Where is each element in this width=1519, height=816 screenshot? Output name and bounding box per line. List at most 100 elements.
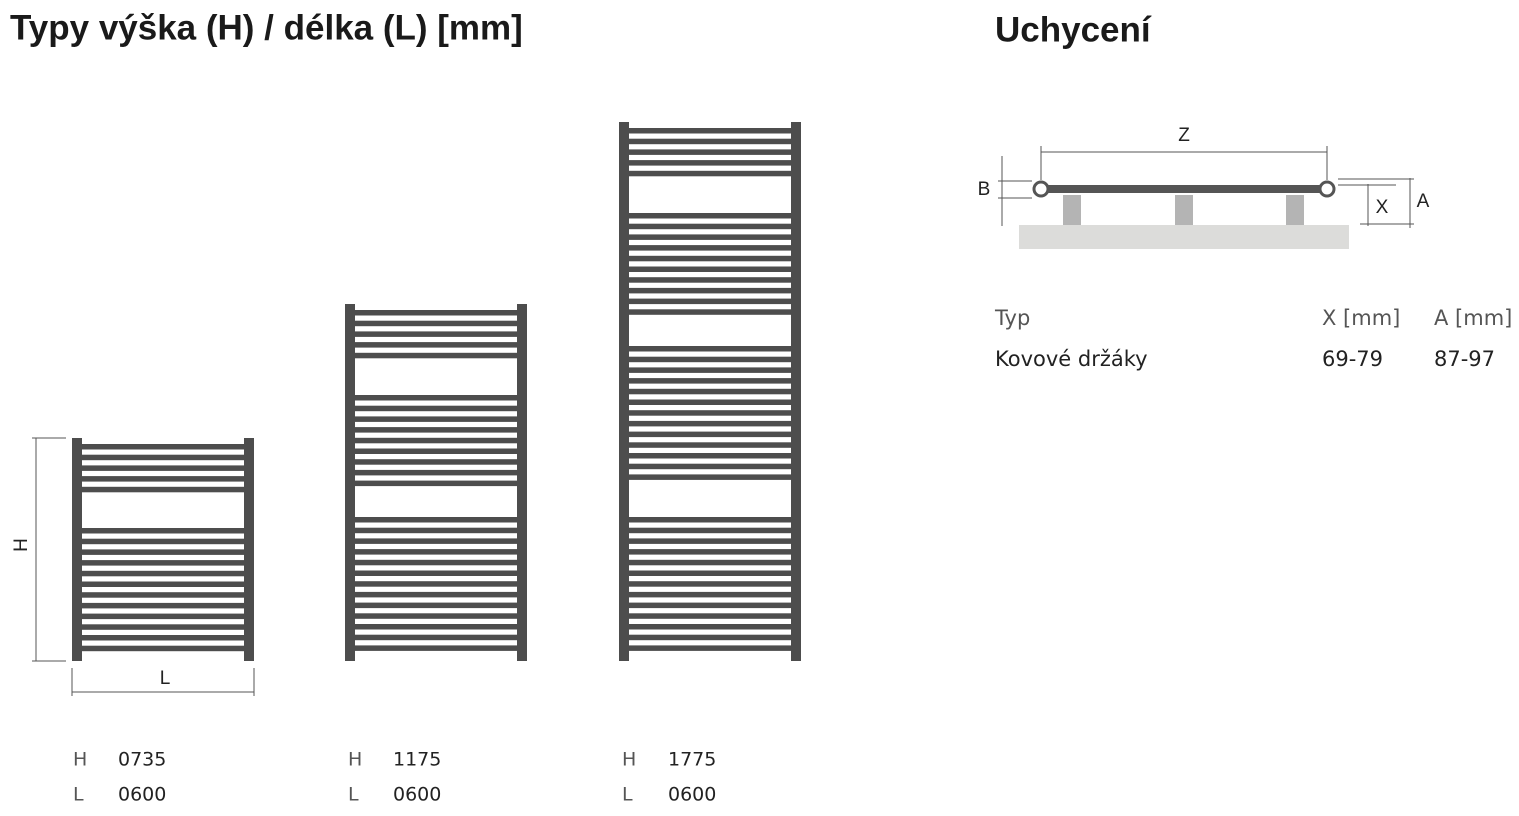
radiator-rail: [355, 320, 517, 327]
radiator-rail: [629, 378, 791, 384]
bracket: [1063, 195, 1081, 225]
type-list: H 0735 L 0600 H 1175 L 0600 H 1775 L 060…: [73, 749, 716, 806]
radiator-rail: [355, 549, 517, 555]
type-value: 0600: [393, 784, 441, 806]
radiator-rail: [82, 635, 244, 641]
radiator-rail: [629, 266, 791, 272]
dimension-label: B: [978, 179, 991, 200]
type-value: 0600: [668, 784, 716, 806]
radiator-rail: [355, 570, 517, 576]
tube: [1032, 180, 1050, 198]
radiator-rail: [82, 624, 244, 630]
radiator-rail: [629, 160, 791, 166]
tube: [1318, 180, 1336, 198]
radiator-rail: [355, 342, 517, 348]
radiator-rail: [82, 528, 244, 534]
radiator-rail: [629, 128, 791, 134]
dimension-label: Z: [1178, 125, 1190, 146]
bracket: [1175, 195, 1193, 225]
radiator-rail: [82, 645, 244, 652]
radiator-rail: [629, 591, 791, 598]
radiator-rail: [355, 310, 517, 316]
radiator-rail: [629, 277, 791, 283]
table-header: A [mm]: [1434, 306, 1512, 330]
radiator-post: [345, 304, 355, 661]
radiator-rail: [82, 465, 244, 471]
radiator-rail: [82, 581, 244, 587]
type-value: 1175: [393, 749, 441, 771]
radiator-rail: [355, 538, 517, 544]
radiator-rail: [629, 287, 791, 294]
radiator-rail: [629, 613, 791, 619]
radiator-rail: [629, 356, 791, 363]
radiator-rail: [629, 367, 791, 373]
dimension-label: X: [1376, 197, 1389, 218]
type-label: L: [348, 784, 359, 806]
table-cell: 69-79: [1322, 347, 1383, 371]
radiator-rail: [629, 410, 791, 416]
radiator-rail: [355, 459, 517, 465]
table-cell: Kovové držáky: [995, 347, 1148, 371]
radiator-post: [619, 122, 629, 661]
radiator-rail: [355, 331, 517, 337]
radiator-rail: [629, 645, 791, 651]
title: Uchycení: [995, 10, 1152, 49]
radiator-rail: [355, 645, 517, 651]
radiator-rail: [629, 388, 791, 395]
radiator-post: [791, 122, 801, 661]
wall: [1019, 225, 1349, 249]
radiator-rail: [355, 395, 517, 401]
type-label: L: [622, 784, 633, 806]
rail: [1041, 185, 1327, 193]
type-label: H: [622, 749, 636, 771]
bracket: [1286, 195, 1304, 225]
radiator-rail: [629, 453, 791, 459]
table-header: Typ: [994, 306, 1030, 330]
radiator-rail: [355, 613, 517, 619]
radiator-rail: [629, 474, 791, 480]
mount-table: Typ X [mm] A [mm] Kovové držáky 69-79 87…: [994, 306, 1512, 371]
radiator-rail: [355, 559, 517, 566]
type-label: H: [348, 749, 362, 771]
radiator-rail: [355, 517, 517, 523]
table-cell: 87-97: [1434, 347, 1495, 371]
radiator-rail: [82, 486, 244, 493]
title: Typy výška (H) / délka (L) [mm]: [10, 8, 523, 47]
radiator-rail: [629, 602, 791, 609]
radiator-rail: [629, 431, 791, 438]
radiator-rail: [355, 469, 517, 476]
radiator-rail: [355, 581, 517, 587]
type-label: L: [73, 784, 84, 806]
radiator-post: [244, 438, 254, 661]
radiator-rail: [629, 399, 791, 405]
radiator-rail: [629, 581, 791, 587]
radiator-rail: [629, 170, 791, 177]
radiator-rail: [629, 138, 791, 145]
radiator-rail: [629, 223, 791, 230]
dimension-label: H: [11, 538, 32, 552]
radiator-rail: [355, 591, 517, 598]
radiator-rail: [629, 245, 791, 251]
radiator-rail: [82, 592, 244, 598]
radiator-rail: [82, 570, 244, 577]
radiator-rail: [629, 538, 791, 544]
radiator-rail: [355, 527, 517, 534]
radiator-rail: [629, 463, 791, 470]
radiator-rail: [355, 352, 517, 359]
radiator-rail: [629, 255, 791, 262]
radiator-rail: [629, 309, 791, 315]
radiator-rail: [355, 480, 517, 487]
radiator-rail: [629, 213, 791, 219]
radiator-rail: [82, 549, 244, 555]
radiator-rail: [629, 559, 791, 566]
type-value: 1775: [668, 749, 716, 771]
radiator-post: [72, 438, 82, 661]
radiator-rail: [629, 442, 791, 448]
radiator-rail: [82, 476, 244, 482]
radiator-rail: [629, 634, 791, 641]
radiator-rail: [355, 634, 517, 641]
radiator-rail: [629, 149, 791, 155]
radiator-rail: [629, 298, 791, 305]
radiator-rail: [355, 405, 517, 412]
